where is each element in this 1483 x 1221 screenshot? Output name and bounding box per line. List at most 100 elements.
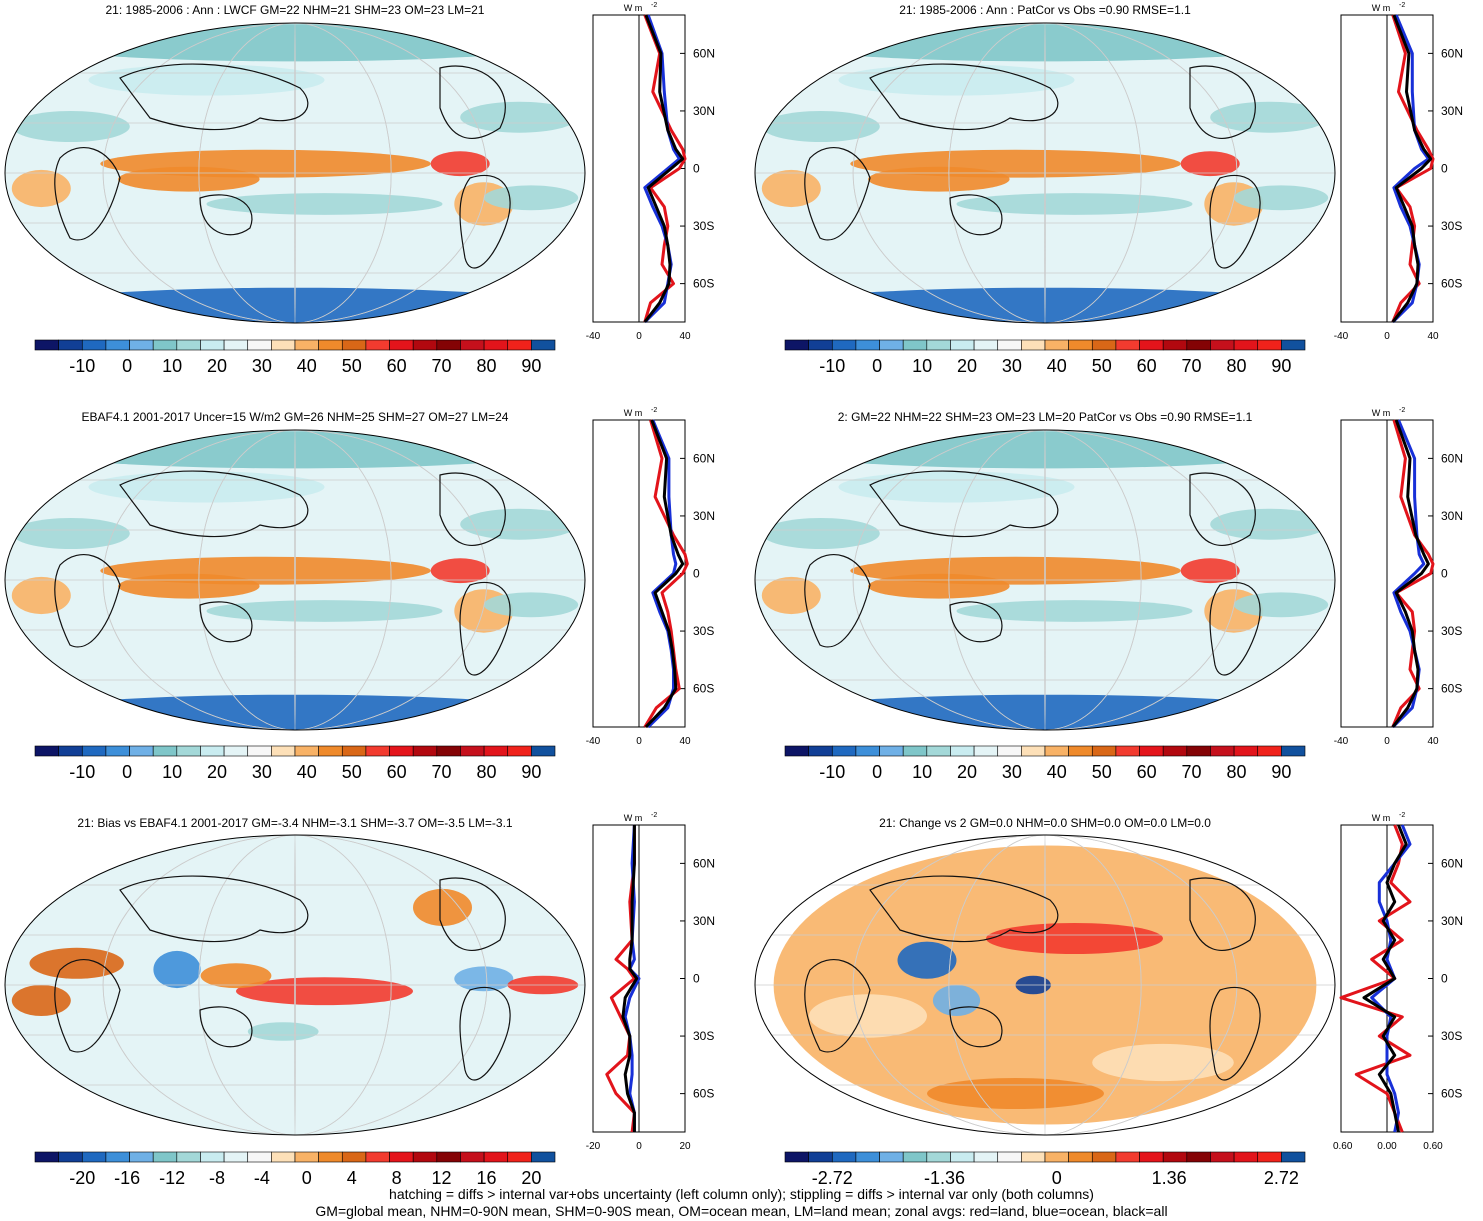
- zonal-xtick-label: 0: [636, 1141, 642, 1152]
- zonal-xtick-label: 0: [636, 331, 642, 342]
- zonal-line-all: [1391, 14, 1433, 323]
- colorbar-tick-label: -2.72: [812, 1168, 853, 1188]
- colorbar-tick-label: 50: [342, 356, 362, 376]
- contour-region: [927, 1078, 1104, 1109]
- colorbar-cell: [1115, 339, 1140, 351]
- contour-region: [200, 963, 272, 989]
- colorbar-cell: [365, 1151, 390, 1163]
- zonal-ytick-label: 60S: [1441, 682, 1462, 696]
- contour-region: [838, 64, 1075, 96]
- colorbar-cell: [531, 1151, 556, 1163]
- colorbar-tick-label: 30: [1002, 356, 1022, 376]
- zonal-plot-r3r: W m -2 -0.60 0.00 0.60 60N 30N 0 30S 60S: [1333, 812, 1463, 1152]
- contour-region: [206, 193, 443, 215]
- zonal-ytick-label: 30N: [1441, 509, 1463, 523]
- zonal-line-ocean: [623, 824, 641, 1132]
- colorbar-cell: [855, 745, 880, 757]
- colorbar-cell: [1186, 1151, 1211, 1163]
- map-r1l: [4, 22, 586, 324]
- colorbar-cell: [176, 1151, 201, 1163]
- colorbar-tick-label: 70: [1182, 762, 1202, 782]
- coastline: [949, 194, 1003, 236]
- zonal-ytick-label: 30N: [1441, 914, 1463, 928]
- contour-region: [1210, 101, 1329, 133]
- colorbar-cell: [223, 1151, 249, 1163]
- contour-region: [868, 573, 1010, 599]
- contour-region: [761, 169, 821, 208]
- colorbar-tick-label: -10: [819, 356, 845, 376]
- zonal-ytick-label: 0: [1441, 972, 1448, 986]
- coastline: [54, 554, 121, 648]
- zonal-xtick-label: -40: [1334, 331, 1349, 342]
- colorbar-cell: [1281, 1151, 1306, 1163]
- colorbar-cell: [902, 745, 928, 757]
- colorbar-tick-label: 70: [432, 356, 452, 376]
- coastline: [119, 470, 309, 538]
- contour-region: [11, 169, 71, 208]
- colorbar-cell: [176, 745, 201, 757]
- colorbar-tick-label: -4: [254, 1168, 270, 1188]
- colorbar-tick-label: 50: [1092, 762, 1112, 782]
- colorbar-cell: [389, 1151, 414, 1163]
- zonal-ytick-label: 60N: [693, 46, 715, 60]
- coastline: [1209, 986, 1261, 1081]
- colorbar-cell: [1210, 339, 1235, 351]
- contour-region: [430, 151, 490, 177]
- colorbar-tick-label: 0: [302, 1168, 312, 1188]
- colorbar-cell: [831, 745, 857, 757]
- zonal-xtick-label: -20: [586, 1141, 601, 1152]
- map-r1r: [754, 22, 1336, 324]
- coastline: [439, 472, 506, 546]
- colorbar-cell: [531, 745, 556, 757]
- zonal-line-all: [621, 825, 639, 1132]
- colorbar-tick-label: 0: [122, 762, 132, 782]
- contour-region: [430, 558, 490, 584]
- zonal-xtick-label: 0.00: [1377, 1141, 1397, 1152]
- colorbar-cell: [926, 339, 951, 351]
- map-border: [4, 22, 586, 324]
- colorbar-cell: [1044, 339, 1069, 351]
- zonal-plot-r2l: W m -2 -40 0 40 60N 30N 0 30S 60S: [586, 407, 715, 747]
- contour-region: [868, 166, 1010, 192]
- colorbar-cell: [1068, 339, 1093, 351]
- zonal-ytick-label: 0: [1441, 567, 1448, 581]
- colorbar-cell: [105, 745, 130, 757]
- colorbar-cell: [460, 339, 485, 351]
- colorbar-cell: [1281, 745, 1306, 757]
- colorbar-tick-label: 90: [521, 762, 541, 782]
- colorbar-cell: [389, 745, 414, 757]
- colorbar-tick-label: 80: [476, 356, 496, 376]
- colorbar-cell: [460, 1151, 485, 1163]
- colorbar-tick-label: 0: [122, 356, 132, 376]
- zonal-xtick-label: 40: [1427, 736, 1439, 747]
- colorbar-cell: [507, 745, 532, 757]
- map-r3r: [754, 834, 1336, 1136]
- contour-region: [838, 471, 1075, 503]
- colorbar-cell: [997, 745, 1022, 757]
- zonal-ytick-label: 0: [693, 972, 700, 986]
- colorbar-tick-label: -10: [69, 762, 95, 782]
- coastline: [199, 194, 253, 236]
- colorbar-cell: [926, 1151, 951, 1163]
- colorbar-cell: [855, 1151, 880, 1163]
- colorbar-cell: [271, 745, 296, 757]
- zonal-ytick-label: 0: [1441, 162, 1448, 176]
- colorbar-cell: [1139, 339, 1164, 351]
- colorbar-cell: [1162, 745, 1188, 757]
- colorbar-cell: [341, 745, 367, 757]
- colorbar-tick-label: 0: [872, 356, 882, 376]
- coastline: [804, 554, 871, 648]
- colorbar-cell: [34, 339, 59, 351]
- zonal-xtick-label: -40: [586, 331, 601, 342]
- zonal-ytick-label: 0: [693, 162, 700, 176]
- panel-title-r2r: 2: GM=22 NHM=22 SHM=23 OM=23 LM=20 PatCo…: [837, 410, 1253, 424]
- coastline: [804, 147, 871, 241]
- colorbar-cell: [58, 745, 83, 757]
- colorbar-tick-label: 50: [1092, 356, 1112, 376]
- graticule-lon: [948, 23, 1142, 323]
- contour-region: [460, 101, 579, 133]
- coastline: [54, 147, 121, 241]
- colorbar-tick-label: 30: [252, 762, 272, 782]
- zonal-unit-label: W m: [624, 813, 643, 823]
- colorbar-tick-label: 80: [1226, 356, 1246, 376]
